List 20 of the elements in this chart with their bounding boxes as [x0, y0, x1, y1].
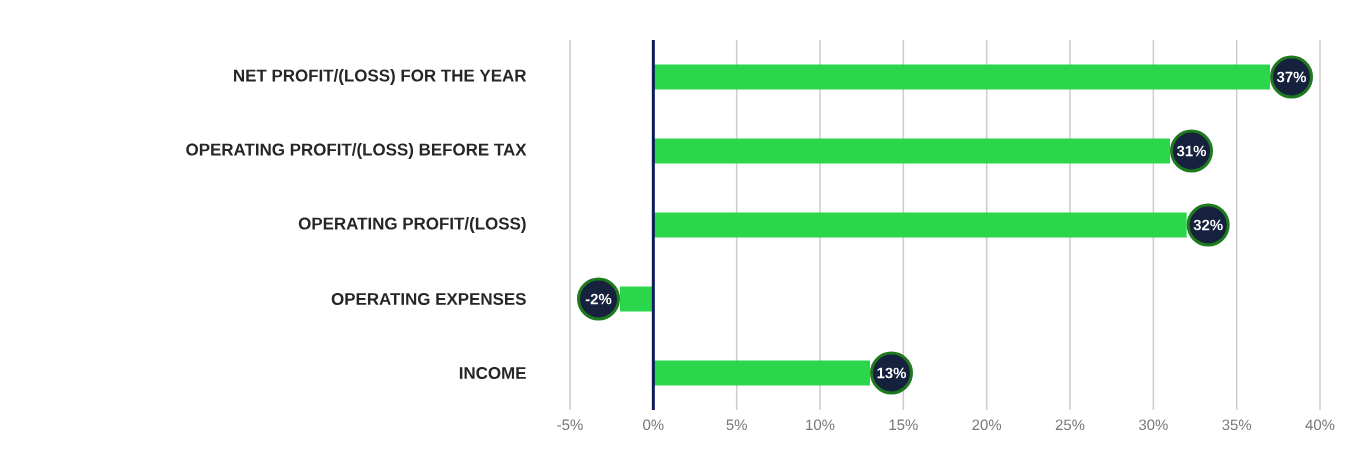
x-tick-label: -5% [557, 419, 583, 431]
data-label: -2% [585, 293, 612, 305]
x-tick-label: 25% [1055, 419, 1085, 431]
y-tick-label: INCOME [459, 367, 526, 380]
x-tick-label: 35% [1222, 419, 1252, 431]
y-tick-label: OPERATING PROFIT/(LOSS) BEFORE TAX [186, 143, 527, 159]
x-tick-label: 30% [1138, 419, 1168, 431]
data-label: 13% [877, 367, 907, 379]
x-tick-label: 40% [1305, 419, 1335, 431]
x-tick-label: 20% [972, 419, 1002, 431]
x-tick-label: 10% [806, 419, 835, 431]
x-tick-label: 15% [889, 419, 918, 431]
data-label: 32% [1193, 219, 1223, 231]
y-tick-label: OPERATING EXPENSES [331, 293, 526, 306]
data-label: 37% [1276, 71, 1307, 83]
x-tick-label: 0% [643, 419, 664, 431]
y-tick-label: OPERATING PROFIT/(LOSS) [298, 217, 526, 233]
y-tick-label: NET PROFIT/(LOSS) FOR THE YEAR [234, 69, 527, 85]
x-tick-label: 5% [726, 419, 747, 431]
data-label: 31% [1176, 145, 1207, 157]
